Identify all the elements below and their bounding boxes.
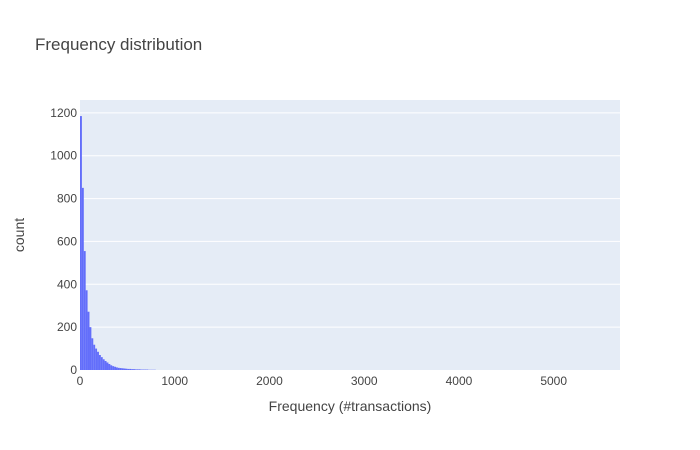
histogram-bar bbox=[123, 368, 126, 370]
histogram-bar bbox=[133, 369, 135, 370]
x-tick-label: 0 bbox=[77, 374, 84, 388]
histogram-bar bbox=[114, 366, 116, 370]
histogram-bar bbox=[127, 368, 130, 370]
histogram-bar bbox=[117, 367, 120, 370]
y-tick-label: 800 bbox=[57, 192, 77, 206]
histogram-bar bbox=[112, 366, 115, 370]
histogram-bar bbox=[81, 187, 84, 370]
histogram-bar bbox=[97, 351, 99, 370]
x-tick-label: 2000 bbox=[256, 374, 283, 388]
histogram-bar bbox=[136, 369, 139, 370]
histogram-bar bbox=[95, 348, 98, 370]
histogram-bar bbox=[129, 368, 132, 370]
histogram-bar bbox=[80, 116, 82, 370]
y-tick-label: 0 bbox=[70, 363, 77, 377]
histogram-bar bbox=[93, 344, 96, 370]
x-axis-ticks: 0 1000 2000 3000 4000 5000 bbox=[77, 374, 568, 388]
y-tick-label: 200 bbox=[57, 320, 77, 334]
histogram-bar bbox=[134, 369, 137, 370]
histogram-bar bbox=[119, 368, 122, 370]
x-tick-label: 3000 bbox=[351, 374, 378, 388]
histogram-bar bbox=[102, 359, 105, 370]
plot-area bbox=[80, 100, 620, 370]
x-axis-title: Frequency (#transactions) bbox=[269, 398, 432, 414]
gridlines bbox=[80, 112, 620, 328]
histogram-bar bbox=[98, 355, 101, 370]
x-tick-label: 1000 bbox=[161, 374, 188, 388]
histogram-bar bbox=[83, 251, 86, 370]
histogram-bar bbox=[138, 369, 141, 370]
histogram-bar bbox=[125, 368, 128, 370]
histogram-bar bbox=[89, 327, 92, 370]
histogram-bar bbox=[91, 338, 94, 370]
histogram-bar bbox=[104, 361, 107, 370]
histogram-bar bbox=[100, 357, 103, 370]
y-tick-label: 1000 bbox=[50, 149, 77, 163]
y-axis-ticks: 0 200 400 600 800 1000 1200 bbox=[50, 106, 77, 377]
histogram-bar bbox=[131, 369, 134, 370]
chart-title: Frequency distribution bbox=[35, 35, 202, 54]
histogram-bar bbox=[121, 368, 124, 370]
y-tick-label: 600 bbox=[57, 234, 77, 248]
histogram-bar bbox=[106, 362, 109, 370]
histogram-bar bbox=[110, 365, 113, 370]
histogram-bar bbox=[85, 290, 88, 370]
histogram-bar bbox=[116, 367, 118, 370]
x-tick-label: 5000 bbox=[540, 374, 567, 388]
y-tick-label: 1200 bbox=[50, 106, 77, 120]
x-tick-label: 4000 bbox=[446, 374, 473, 388]
histogram-bars bbox=[80, 116, 156, 370]
histogram-bar bbox=[87, 311, 90, 370]
histogram-bar bbox=[108, 364, 111, 370]
y-tick-label: 400 bbox=[57, 277, 77, 291]
y-axis-title: count bbox=[11, 218, 27, 252]
